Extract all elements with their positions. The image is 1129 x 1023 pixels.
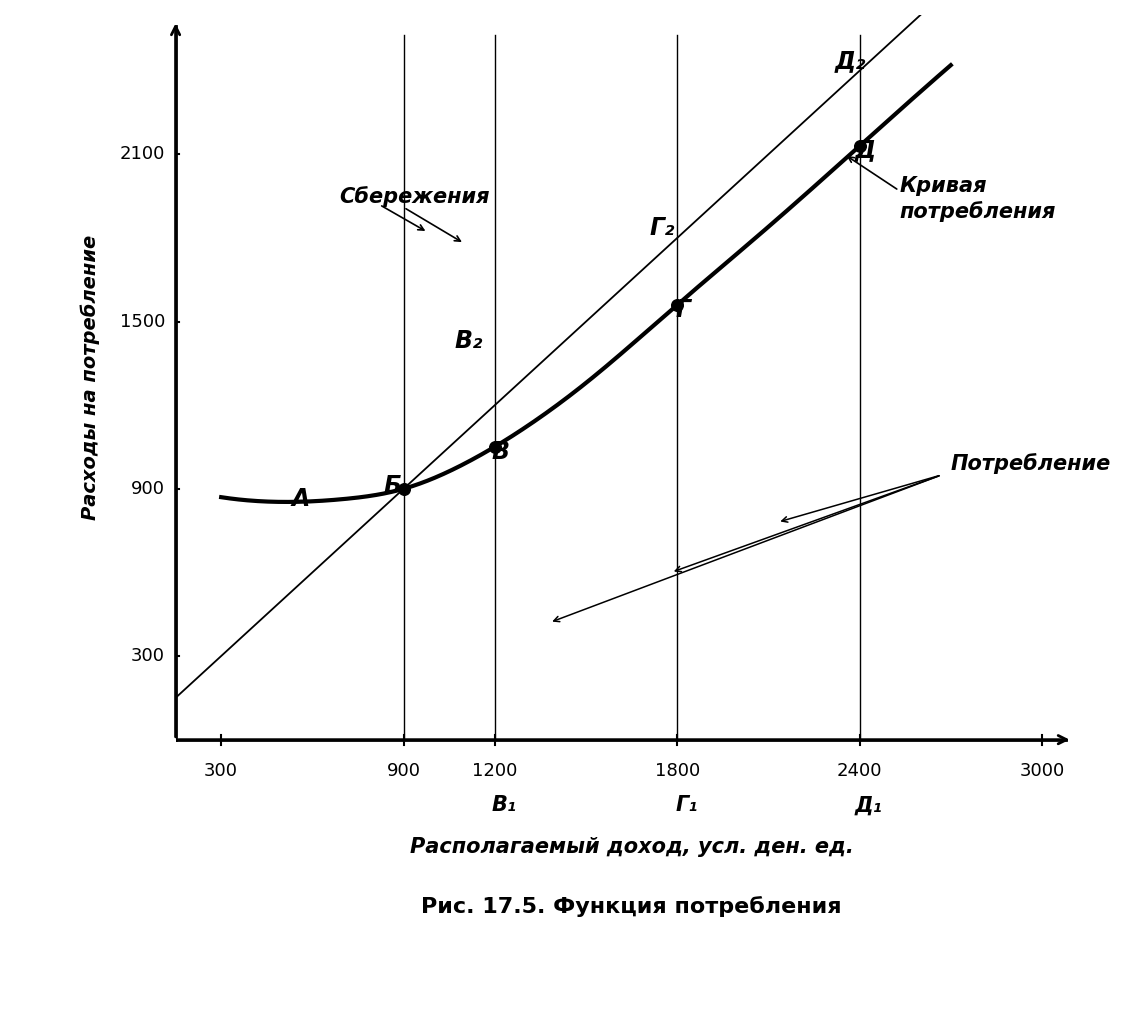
Text: 1500: 1500 [120,313,165,330]
Point [850,138,868,154]
Text: 300: 300 [131,647,165,665]
Text: 900: 900 [386,762,421,780]
Point [668,297,686,313]
Text: Д₁: Д₁ [855,796,883,815]
Text: В: В [491,440,509,464]
Point [394,481,412,497]
Text: Сбережения: Сбережения [340,186,490,207]
Text: В₂: В₂ [455,329,483,353]
Text: 300: 300 [204,762,238,780]
Text: 1800: 1800 [655,762,700,780]
Text: Д₂: Д₂ [834,49,866,73]
Text: Рис. 17.5. Функция потребления: Рис. 17.5. Функция потребления [421,896,842,917]
Text: Кривая
потребления: Кривая потребления [899,176,1056,222]
Text: 2400: 2400 [837,762,883,780]
Point [485,439,504,455]
Text: 3000: 3000 [1019,762,1065,780]
Text: Располагаемый доход, усл. ден. ед.: Располагаемый доход, усл. ден. ед. [410,837,854,857]
Text: 900: 900 [131,480,165,498]
Text: Г: Г [675,299,690,322]
Point [668,230,686,247]
Text: Г₂: Г₂ [649,216,675,240]
Text: 1200: 1200 [472,762,517,780]
Text: Д: Д [855,138,876,163]
Text: Расходы на потребление: Расходы на потребление [80,234,100,520]
Text: Потребление: Потребление [951,453,1111,475]
Text: Г₁: Г₁ [675,796,698,815]
Text: Б: Б [383,474,401,498]
Text: В₁: В₁ [491,796,516,815]
Text: A: A [291,487,309,512]
Text: 2100: 2100 [120,145,165,164]
Point [850,62,868,79]
